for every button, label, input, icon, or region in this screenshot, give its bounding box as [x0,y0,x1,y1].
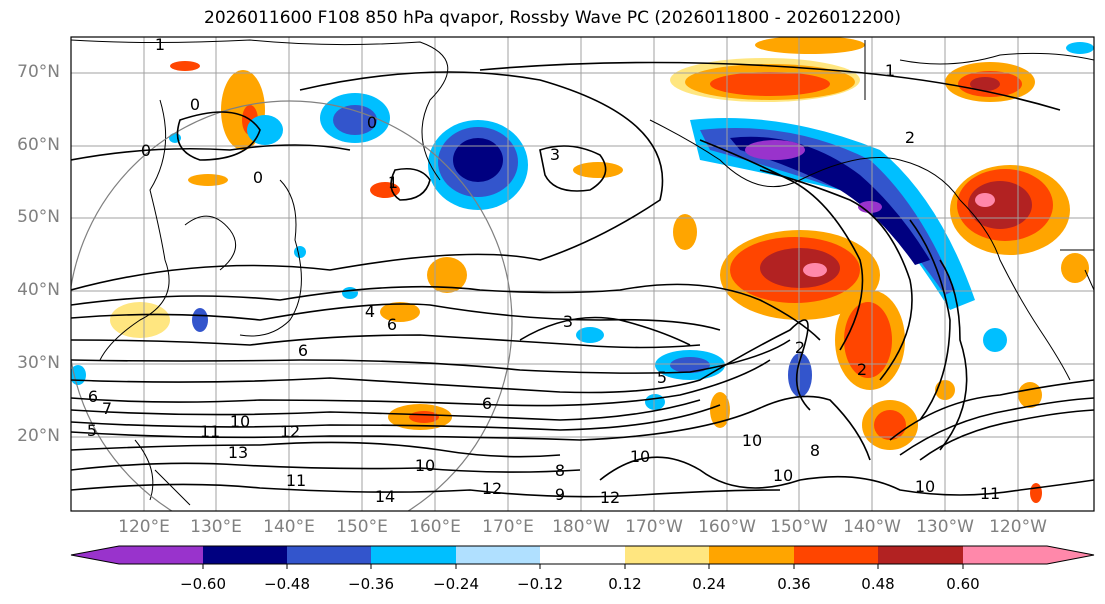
contour-label: 2 [857,360,867,379]
map-title: 2026011600 F108 850 hPa qvapor, Rossby W… [204,8,901,28]
contour-label: 3 [550,145,560,164]
contour-label: 6 [88,387,98,406]
colorbar-extend-max [1047,546,1094,564]
contour-label: 11 [286,471,306,490]
colorbar-bin [794,546,878,564]
colorbar-bin [371,546,456,564]
contour-label: 0 [190,95,200,114]
lon-label-170w: 170°W [625,517,683,537]
contour-label: 7 [102,399,112,418]
contour-label: 12 [482,479,502,498]
contour-label: 0 [367,113,377,132]
contour-label: 8 [555,461,565,480]
contour-label: 6 [298,341,308,360]
contour-label: 1 [155,35,165,54]
lon-label-150e: 150°E [336,517,388,537]
lon-label-140e: 140°E [263,517,315,537]
colorbar-bin [709,546,794,564]
colorbar [70,545,1095,569]
colorbar-bin [119,546,203,564]
lat-label-40n: 40°N [17,280,60,300]
colorbar-tick-label: −0.48 [264,575,310,593]
lon-label-160w: 160°W [698,517,756,537]
reference-circle [71,100,513,511]
contours [71,61,1094,498]
contour-label: 12 [280,422,300,441]
lon-label-130e: 130°E [190,517,242,537]
contour-label: 10 [773,466,793,485]
lat-label-60n: 60°N [17,135,60,155]
colorbar-bin [625,546,709,564]
contour-label: 10 [915,477,935,496]
lon-label-180w: 180°W [552,517,610,537]
lon-label-130w: 130°W [916,517,974,537]
lat-label-70n: 70°N [17,62,60,82]
contour-label: 13 [228,443,248,462]
colorbar-tick-label: 0.60 [946,575,980,593]
colorbar-tick-label: 0.12 [608,575,642,593]
contour-label: 3 [563,312,573,331]
contour-label: 2 [905,128,915,147]
lat-label-20n: 20°N [17,426,60,446]
lon-label-170e: 170°E [482,517,534,537]
colorbar-bin [287,546,371,564]
contour-label: 0 [253,168,263,187]
lon-label-150w: 150°W [770,517,828,537]
contour-label: 1 [388,173,398,192]
colorbar-bin [203,546,287,564]
colorbar-bin [963,546,1047,564]
contour-label: 4 [365,302,375,321]
colorbar-bin [456,546,540,564]
contour-label: 12 [600,488,620,507]
colorbar-bin [540,546,625,564]
coastlines [71,39,1094,506]
colorbar-tick-label: −0.24 [433,575,479,593]
contour-label: 11 [980,484,1000,503]
graticule [71,37,1094,511]
colorbar-tick-label: 0.36 [777,575,811,593]
colorbar-bin [878,546,963,564]
colorbar-tick-label: 0.24 [692,575,726,593]
map-border [70,36,1095,512]
lon-label-120w: 120°W [989,517,1047,537]
contour-label: 9 [555,485,565,504]
contour-label: 11 [200,422,220,441]
colorbar-tick-label: 0.48 [861,575,895,593]
contour-label: 10 [742,431,762,450]
contour-label: 5 [657,368,667,387]
lat-label-50n: 50°N [17,207,60,227]
contour-label: 8 [810,441,820,460]
contour-label: 10 [415,456,435,475]
contour-label: 10 [230,412,250,431]
contour-label: 6 [482,394,492,413]
contour-label: 1 [885,61,895,80]
colorbar-tick-label: −0.12 [517,575,563,593]
colorbar-tick-label: −0.60 [180,575,226,593]
contour-label: 14 [375,487,395,506]
contour-label: 5 [87,421,97,440]
colorbar-tick-label: −0.36 [348,575,394,593]
contour-label: 6 [387,315,397,334]
lon-label-140w: 140°W [843,517,901,537]
colorbar-extend-min [71,546,119,564]
lat-label-30n: 30°N [17,353,60,373]
lon-label-160e: 160°E [409,517,461,537]
contour-label: 2 [795,338,805,357]
contour-label: 10 [630,447,650,466]
contour-label: 0 [141,141,151,160]
lon-label-120e: 120°E [118,517,170,537]
